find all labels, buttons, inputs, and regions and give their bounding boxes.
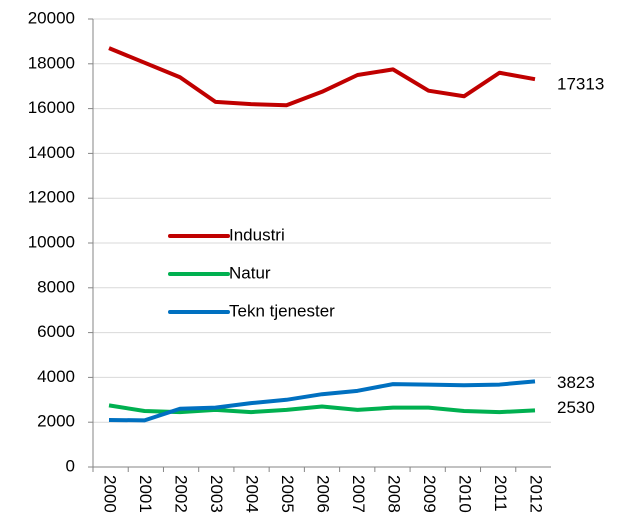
x-tick-label: 2010	[456, 475, 475, 513]
legend-label: Industri	[229, 225, 285, 244]
legend-label: Tekn tjenester	[229, 301, 335, 320]
x-tick-label: 2000	[101, 475, 120, 513]
line-series	[108, 379, 536, 423]
legend-label: Natur	[229, 263, 271, 282]
y-tick-label: 2000	[37, 412, 75, 431]
x-tick-label: 2012	[527, 475, 546, 513]
end-label: 3823	[557, 373, 595, 392]
x-tick-label: 2002	[172, 475, 191, 513]
x-tick-label: 2011	[491, 475, 510, 512]
x-tick-label: 2009	[420, 475, 439, 513]
end-label: 17313	[557, 75, 604, 94]
x-tick-label: 2007	[349, 475, 368, 513]
y-tick-label: 14000	[28, 143, 75, 162]
y-tick-label: 12000	[28, 188, 75, 207]
y-tick-label: 6000	[37, 322, 75, 341]
x-tick-label: 2003	[207, 475, 226, 513]
y-tick-label: 0	[66, 456, 75, 475]
y-tick-label: 10000	[28, 232, 75, 251]
x-tick-label: 2006	[314, 475, 333, 513]
y-tick-label: 8000	[37, 277, 75, 296]
y-tick-label: 16000	[28, 98, 75, 117]
end-label: 2530	[557, 398, 595, 417]
y-tick-label: 18000	[28, 53, 75, 72]
y-tick-label: 20000	[28, 8, 75, 27]
x-tick-label: 2001	[136, 475, 155, 513]
x-tick-label: 2004	[243, 475, 262, 513]
x-tick-label: 2008	[385, 475, 404, 513]
line-series	[108, 403, 536, 415]
line-series	[108, 46, 536, 108]
y-tick-label: 4000	[37, 367, 75, 386]
x-tick-label: 2005	[278, 475, 297, 513]
